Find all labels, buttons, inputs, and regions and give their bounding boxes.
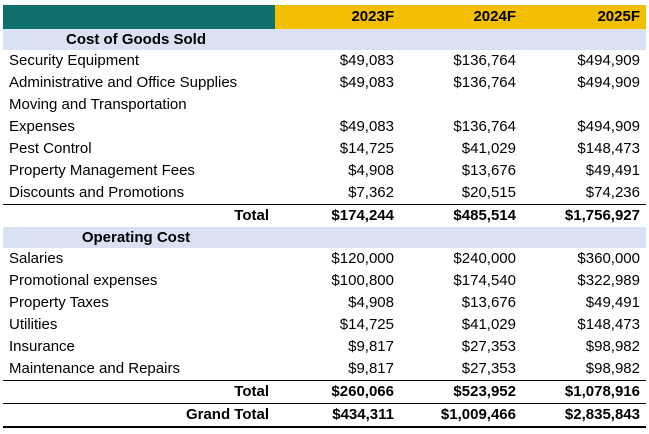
header-corner-cell[interactable] [3,5,275,29]
cell-2025[interactable]: $494,909 [577,118,640,135]
total-2024[interactable]: $523,952 [400,380,522,404]
cell-2025[interactable]: $98,982 [585,338,640,355]
cell-2024[interactable] [400,94,522,116]
cell-2024[interactable]: $27,353 [461,360,516,377]
cell-2024[interactable]: $27,353 [461,338,516,355]
table-row: Maintenance and Repairs $9,817 $27,353 $… [3,358,646,381]
section-cell[interactable] [275,227,400,248]
total-2024[interactable]: $485,514 [400,204,522,227]
table-row: Utilities $14,725 $41,029 $148,473 [3,314,646,336]
table-row: Discounts and Promotions $7,362 $20,515 … [3,182,646,205]
col-header-2023[interactable]: 2023F [275,5,400,29]
table-row: Expenses $49,083 $136,764 $494,909 [3,116,646,138]
total-label[interactable]: Total [3,204,275,227]
section-cell[interactable] [522,227,646,248]
header-row: 2023F 2024F 2025F [3,5,646,29]
table-row: Moving and Transportation [3,94,646,116]
table-row: Property Management Fees $4,908 $13,676 … [3,160,646,182]
cell-2024[interactable]: $13,676 [461,294,516,311]
cell-2023[interactable]: $14,725 [339,316,394,333]
cost-spreadsheet: 2023F 2024F 2025F Cost of Goods Sold Sec… [0,5,649,434]
cell-2023[interactable]: $4,908 [348,162,394,179]
cell-2025[interactable]: $98,982 [585,360,640,377]
row-label[interactable]: Salaries [9,250,64,267]
table-row: Administrative and Office Supplies $49,0… [3,72,646,94]
row-label[interactable]: Property Management Fees [9,162,195,179]
row-label[interactable]: Expenses [9,118,75,135]
cell-2025[interactable]: $360,000 [577,250,640,267]
total-2025[interactable]: $1,078,916 [522,380,646,404]
cogs-total-row: Total $174,244 $485,514 $1,756,927 [3,204,646,227]
section-title-opex[interactable]: Operating Cost [3,227,275,248]
total-label[interactable]: Total [3,380,275,404]
cell-2025[interactable]: $74,236 [585,184,640,201]
cell-2023[interactable]: $4,908 [348,294,394,311]
cell-2024[interactable]: $136,764 [453,74,516,91]
cell-2024[interactable]: $41,029 [461,140,516,157]
cell-2025[interactable]: $148,473 [577,316,640,333]
cell-2023[interactable]: $49,083 [339,74,394,91]
table-row: Security Equipment $49,083 $136,764 $494… [3,50,646,72]
cell-2025[interactable] [522,94,646,116]
section-cell[interactable] [400,227,522,248]
col-header-2024[interactable]: 2024F [400,5,522,29]
cell-2023[interactable]: $9,817 [348,338,394,355]
cell-2024[interactable]: $136,764 [453,52,516,69]
cell-2024[interactable]: $174,540 [453,272,516,289]
total-2023[interactable]: $260,066 [275,380,400,404]
row-label[interactable]: Insurance [9,338,75,355]
cell-2024[interactable]: $41,029 [461,316,516,333]
table-row: Insurance $9,817 $27,353 $98,982 [3,336,646,358]
section-row-opex: Operating Cost [3,227,646,248]
cell-2025[interactable]: $322,989 [577,272,640,289]
cell-2023[interactable]: $120,000 [331,250,394,267]
table-row: Promotional expenses $100,800 $174,540 $… [3,270,646,292]
total-2025[interactable]: $1,756,927 [522,204,646,227]
row-label[interactable]: Administrative and Office Supplies [9,74,238,91]
cell-2025[interactable]: $494,909 [577,52,640,69]
grand-total-row: Grand Total $434,311 $1,009,466 $2,835,8… [3,403,646,428]
row-label[interactable]: Moving and Transportation [9,96,187,113]
cell-2023[interactable] [275,94,400,116]
section-title-cogs[interactable]: Cost of Goods Sold [3,29,275,50]
cell-2023[interactable]: $14,725 [339,140,394,157]
section-cell[interactable] [400,29,522,50]
cost-table: 2023F 2024F 2025F Cost of Goods Sold Sec… [3,5,646,428]
row-label[interactable]: Security Equipment [9,52,140,69]
opex-total-row: Total $260,066 $523,952 $1,078,916 [3,380,646,404]
section-row-cogs: Cost of Goods Sold [3,29,646,50]
row-label[interactable]: Promotional expenses [9,272,158,289]
cell-2023[interactable]: $49,083 [339,52,394,69]
cell-2023[interactable]: $7,362 [348,184,394,201]
row-label[interactable]: Maintenance and Repairs [9,360,180,377]
cell-2023[interactable]: $9,817 [348,360,394,377]
cell-2024[interactable]: $20,515 [461,184,516,201]
cell-2025[interactable]: $494,909 [577,74,640,91]
row-label[interactable]: Property Taxes [9,294,109,311]
total-2023[interactable]: $174,244 [275,204,400,227]
row-label[interactable]: Pest Control [9,140,92,157]
grand-total-2024[interactable]: $1,009,466 [400,403,522,428]
table-row: Pest Control $14,725 $41,029 $148,473 [3,138,646,160]
cell-2024[interactable]: $240,000 [453,250,516,267]
section-cell[interactable] [275,29,400,50]
cell-2025[interactable]: $49,491 [585,162,640,179]
cell-2024[interactable]: $13,676 [461,162,516,179]
cell-2023[interactable]: $100,800 [331,272,394,289]
cell-2024[interactable]: $136,764 [453,118,516,135]
cell-2023[interactable]: $49,083 [339,118,394,135]
section-cell[interactable] [522,29,646,50]
grand-total-2023[interactable]: $434,311 [275,403,400,428]
cell-2025[interactable]: $49,491 [585,294,640,311]
table-row: Property Taxes $4,908 $13,676 $49,491 [3,292,646,314]
cell-2025[interactable]: $148,473 [577,140,640,157]
col-header-2025[interactable]: 2025F [522,5,646,29]
grand-total-label[interactable]: Grand Total [3,403,275,428]
table-row: Salaries $120,000 $240,000 $360,000 [3,248,646,270]
row-label[interactable]: Utilities [9,316,58,333]
grand-total-2025[interactable]: $2,835,843 [522,403,646,428]
row-label[interactable]: Discounts and Promotions [9,184,185,201]
